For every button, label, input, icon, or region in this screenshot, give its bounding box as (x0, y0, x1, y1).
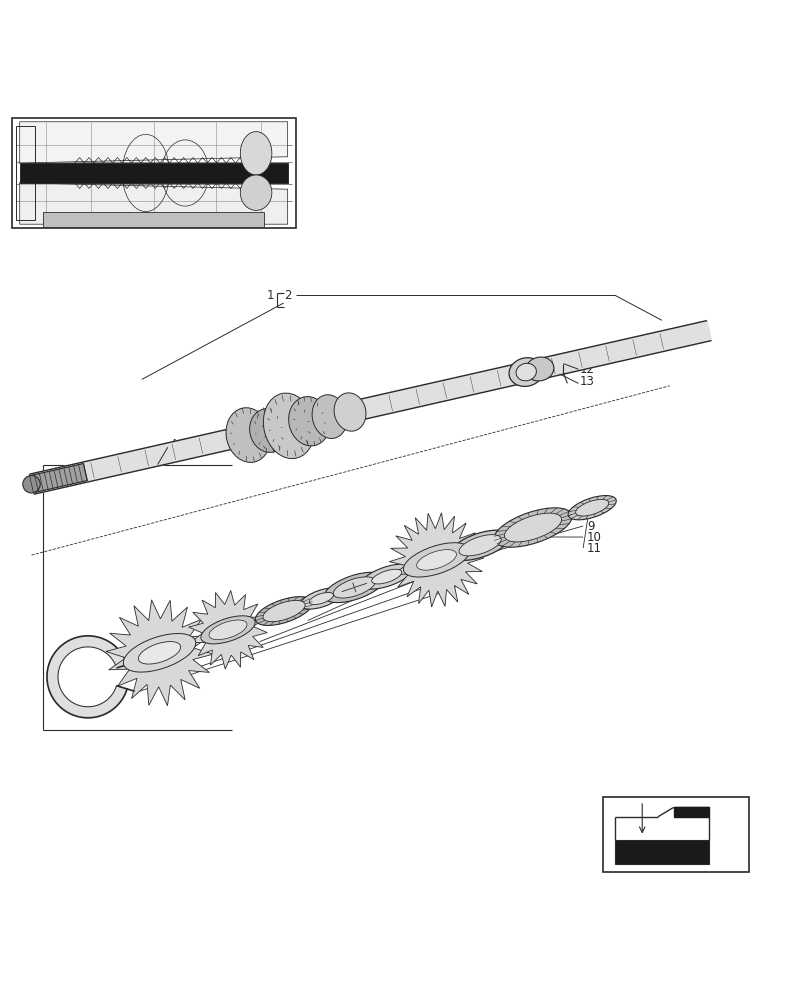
Text: 4: 4 (169, 438, 177, 451)
Text: 13: 13 (580, 375, 595, 388)
Ellipse shape (240, 132, 272, 175)
Ellipse shape (139, 642, 180, 664)
Text: 3: 3 (449, 541, 456, 554)
Ellipse shape (516, 363, 537, 381)
Ellipse shape (403, 543, 470, 577)
Bar (43, 212, 264, 227)
Ellipse shape (459, 535, 501, 556)
Text: 12: 12 (580, 363, 595, 376)
Ellipse shape (250, 409, 288, 452)
Ellipse shape (450, 530, 511, 560)
Text: 1: 1 (266, 289, 274, 302)
Ellipse shape (361, 564, 412, 589)
Ellipse shape (226, 408, 271, 462)
Bar (16, 126, 35, 220)
Ellipse shape (333, 577, 375, 598)
Text: 2: 2 (284, 289, 292, 302)
Polygon shape (30, 464, 87, 493)
Ellipse shape (201, 616, 255, 644)
Ellipse shape (263, 393, 314, 459)
Ellipse shape (300, 588, 343, 609)
Ellipse shape (23, 476, 40, 493)
Ellipse shape (494, 508, 572, 547)
Ellipse shape (334, 393, 366, 431)
Polygon shape (29, 321, 712, 494)
Polygon shape (389, 513, 484, 607)
Ellipse shape (240, 175, 272, 210)
Ellipse shape (312, 395, 348, 438)
Polygon shape (47, 636, 127, 718)
Polygon shape (674, 807, 709, 817)
Text: 10: 10 (587, 531, 602, 544)
Ellipse shape (310, 592, 333, 605)
Ellipse shape (526, 357, 554, 381)
Ellipse shape (123, 634, 195, 672)
Ellipse shape (209, 620, 247, 640)
Polygon shape (106, 600, 213, 706)
Text: 11: 11 (587, 542, 602, 555)
Ellipse shape (324, 572, 385, 603)
Polygon shape (20, 122, 288, 163)
Text: 6: 6 (449, 574, 457, 587)
Bar (615, 840, 709, 864)
Ellipse shape (255, 597, 313, 625)
Ellipse shape (504, 513, 562, 542)
Bar (20, 163, 288, 183)
Bar (603, 797, 749, 872)
Ellipse shape (372, 569, 402, 584)
Ellipse shape (288, 397, 330, 446)
Polygon shape (188, 591, 267, 669)
Ellipse shape (568, 496, 616, 520)
Text: 5: 5 (449, 563, 456, 576)
Ellipse shape (509, 358, 544, 386)
Ellipse shape (417, 550, 456, 570)
Ellipse shape (263, 600, 305, 622)
Bar (12, 118, 296, 228)
Polygon shape (20, 183, 288, 224)
Ellipse shape (575, 499, 609, 516)
Text: 9: 9 (587, 520, 595, 533)
Text: 8: 8 (449, 552, 456, 565)
Text: 7: 7 (449, 585, 457, 598)
